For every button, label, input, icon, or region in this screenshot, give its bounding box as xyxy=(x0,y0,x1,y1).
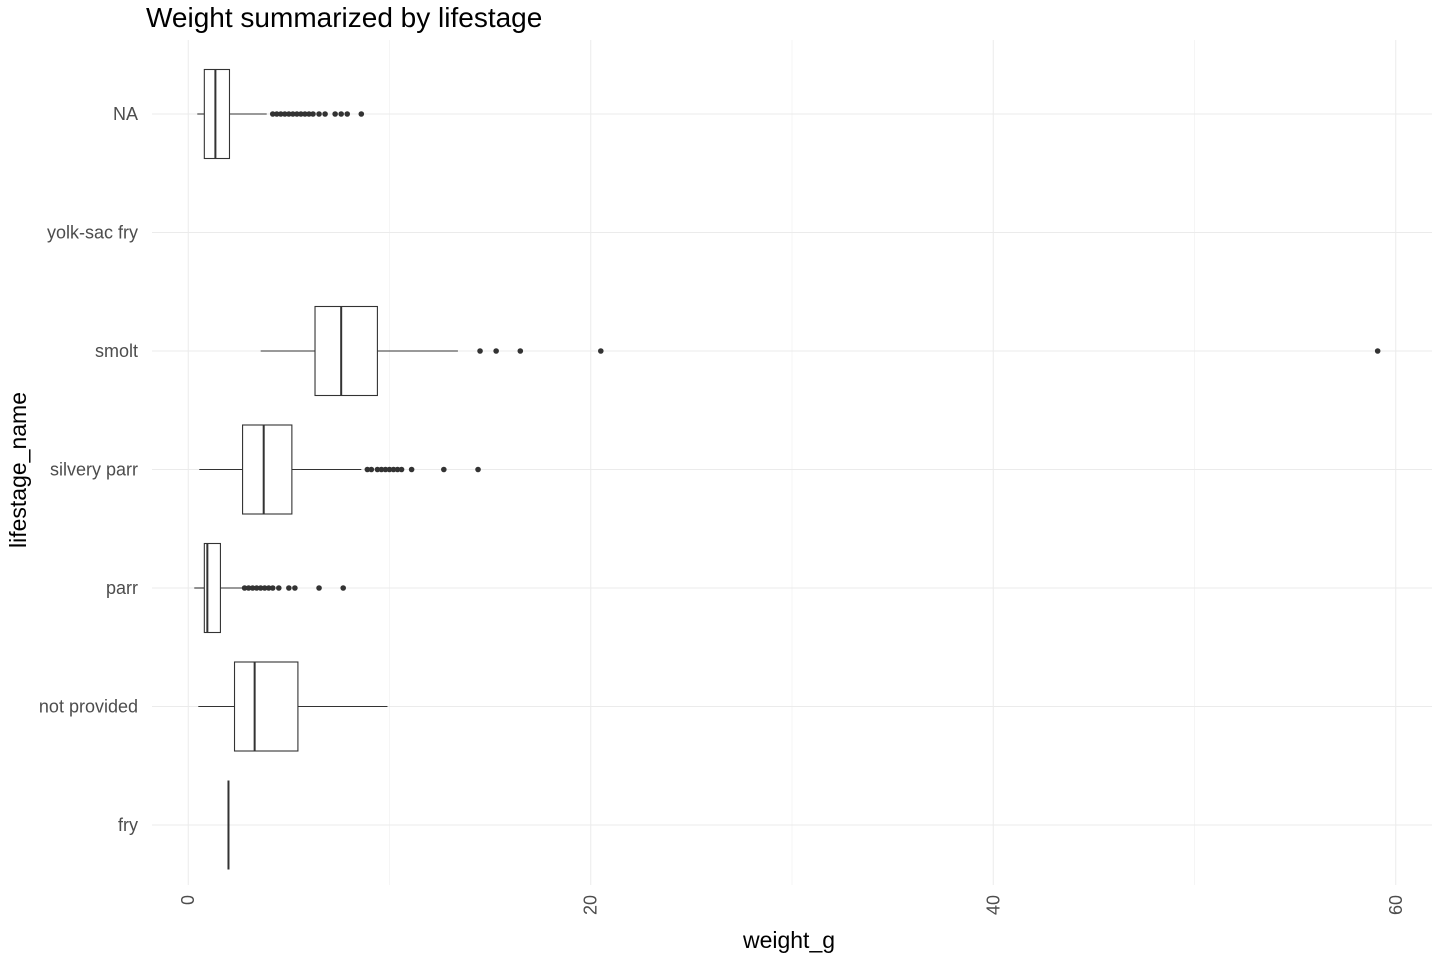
y-tick-label: silvery parr xyxy=(50,460,138,480)
outlier-point xyxy=(493,348,499,354)
grid-layer xyxy=(152,40,1432,885)
box-group xyxy=(199,424,481,515)
box-iqr xyxy=(233,661,299,752)
outlier-point xyxy=(290,111,296,117)
outlier-point xyxy=(368,466,375,473)
box-iqr xyxy=(314,305,378,397)
outlier-point xyxy=(408,466,415,473)
x-tick-label: 20 xyxy=(581,895,601,915)
outlier-point xyxy=(253,585,260,591)
x-tick-label: 0 xyxy=(178,895,198,905)
outlier-point xyxy=(298,111,304,117)
box-group xyxy=(260,305,1381,397)
outlier-point xyxy=(278,111,284,117)
outlier-point xyxy=(332,111,338,117)
outlier-point xyxy=(286,585,292,591)
box-group xyxy=(194,542,346,634)
outlier-point xyxy=(398,466,405,473)
outlier-point xyxy=(344,111,351,117)
outlier-point xyxy=(394,466,401,473)
outlier-point xyxy=(306,111,312,117)
outlier-point xyxy=(517,348,524,354)
y-tick-label: yolk-sac fry xyxy=(47,223,138,243)
outlier-point xyxy=(358,111,365,117)
outlier-point xyxy=(292,585,298,591)
outlier-point xyxy=(275,585,282,591)
y-tick-label: smolt xyxy=(95,341,138,361)
outlier-point xyxy=(316,585,322,591)
box-group xyxy=(197,68,365,160)
outlier-point xyxy=(390,466,397,473)
y-tick-label: NA xyxy=(113,104,138,124)
y-tick-label: parr xyxy=(106,578,138,598)
outlier-point xyxy=(265,585,272,591)
outlier-point xyxy=(364,466,371,473)
x-tick-label: 40 xyxy=(983,895,1003,915)
y-tick-labels: fry not provided parr silvery parr smolt yolk… xyxy=(39,104,138,835)
outlier-point xyxy=(302,111,308,117)
outlier-point xyxy=(269,111,276,117)
outlier-point xyxy=(382,466,389,473)
outlier-point xyxy=(294,111,300,117)
outlier-point xyxy=(386,466,393,473)
outlier-point xyxy=(273,111,280,117)
y-tick-label: fry xyxy=(118,815,138,835)
x-axis-title: weight_g xyxy=(742,927,835,953)
outlier-point xyxy=(249,585,256,591)
chart-title: Weight summarized by lifestage xyxy=(146,2,543,33)
box-iqr xyxy=(203,68,231,160)
outlier-point xyxy=(282,111,288,117)
y-axis-title: lifestage_name xyxy=(5,392,31,548)
outlier-point xyxy=(261,585,268,591)
outlier-point xyxy=(374,466,381,473)
outlier-point xyxy=(338,111,344,117)
outlier-point xyxy=(245,585,252,591)
outlier-point xyxy=(598,348,604,354)
box-iqr xyxy=(203,542,221,634)
outlier-point xyxy=(1374,348,1381,354)
outlier-point xyxy=(257,585,264,591)
outlier-point xyxy=(378,466,385,473)
box-iqr xyxy=(242,424,293,515)
outlier-point xyxy=(316,111,322,117)
y-tick-label: not provided xyxy=(39,697,138,717)
x-tick-label: 60 xyxy=(1386,895,1406,915)
outlier-point xyxy=(340,585,346,591)
x-tick-labels: 0 20 40 60 xyxy=(178,895,1406,915)
outlier-point xyxy=(475,466,481,473)
outlier-point xyxy=(322,111,328,117)
outlier-point xyxy=(269,585,276,591)
outlier-point xyxy=(477,348,483,354)
outlier-point xyxy=(286,111,292,117)
outlier-point xyxy=(441,466,447,473)
outlier-point xyxy=(310,111,316,117)
box-marks xyxy=(194,68,1381,870)
outlier-point xyxy=(241,585,248,591)
box-group xyxy=(198,661,388,752)
